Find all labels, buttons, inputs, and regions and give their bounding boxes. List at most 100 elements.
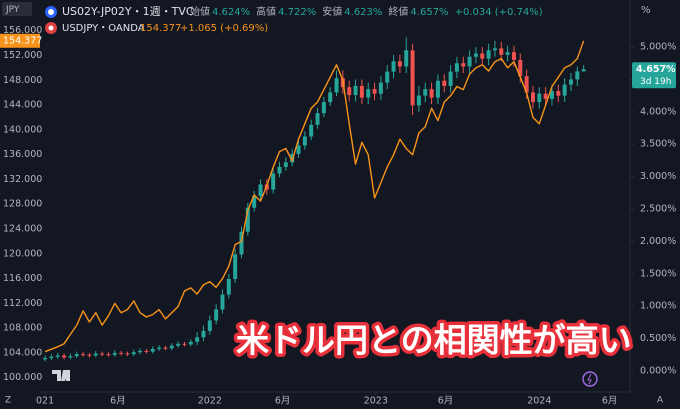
- candle-body: [188, 341, 193, 345]
- candle-body: [385, 71, 390, 83]
- candle-body: [442, 80, 447, 86]
- zoom-button[interactable]: Z: [5, 396, 11, 406]
- candle-body: [530, 92, 535, 103]
- change: +0.034 (+0.74%): [455, 7, 543, 18]
- candle-body: [258, 184, 263, 197]
- y2-tick-label: 2.000%: [640, 236, 676, 247]
- candle-body: [505, 52, 510, 55]
- series-name[interactable]: USDJPY・OANDA: [62, 23, 145, 34]
- y2-tick-label: 4.000%: [640, 106, 676, 117]
- x-tick-label: 6月: [275, 396, 291, 407]
- symbol-icon: [48, 25, 54, 31]
- candle-body: [543, 93, 548, 99]
- candle-body: [74, 354, 79, 357]
- candle-body: [359, 85, 364, 98]
- candle-body: [163, 347, 168, 349]
- candle-body: [226, 279, 231, 295]
- candle-body: [429, 89, 434, 98]
- candle-body: [524, 76, 529, 93]
- series-last: 154.377: [140, 23, 181, 34]
- candle-body: [568, 79, 573, 85]
- candle-body: [112, 352, 117, 355]
- candle-body: [575, 71, 580, 80]
- candle-body: [43, 358, 48, 360]
- candle-body: [549, 91, 554, 99]
- series-change: +1.065 (+0.69%): [180, 23, 268, 34]
- y-tick-label: 128.000: [3, 199, 42, 210]
- ohlc-value: 4.722%: [278, 7, 316, 18]
- ohlc-value: 4.624%: [212, 7, 250, 18]
- candle-body: [100, 353, 105, 355]
- y-tick-label: 124.000: [3, 224, 42, 235]
- y-tick-label: 156.000: [3, 25, 42, 36]
- candle-body: [245, 207, 250, 232]
- y-tick-label: 136.000: [3, 149, 42, 160]
- candle-body: [480, 53, 485, 59]
- x-tick-label: 2023: [364, 396, 388, 407]
- candle-body: [55, 355, 60, 357]
- candle-body: [131, 352, 136, 355]
- candle-body: [347, 87, 352, 95]
- candle-body: [435, 80, 440, 98]
- logo[interactable]: [52, 370, 70, 381]
- y2-tick-label: 0.000%: [640, 366, 676, 377]
- y2-tick-label: 3.000%: [640, 171, 676, 182]
- candle-body: [106, 354, 111, 356]
- candle-body: [150, 348, 155, 352]
- candle-body: [334, 78, 339, 93]
- candle-body: [277, 166, 282, 174]
- candle-body: [454, 63, 459, 72]
- candle-body: [486, 50, 491, 59]
- candle-body: [68, 356, 73, 358]
- candle-body: [461, 63, 466, 67]
- x-tick-label: 2022: [198, 396, 222, 407]
- candle-body: [410, 50, 415, 106]
- unit-box[interactable]: [2, 2, 32, 16]
- candle-body: [537, 93, 542, 103]
- y2-tick-label: 3.500%: [640, 139, 676, 150]
- x-tick-label: 6月: [438, 396, 454, 407]
- candle-body: [366, 89, 371, 98]
- plot-area: [36, 30, 634, 395]
- y-unit[interactable]: JPY: [5, 5, 20, 15]
- candle-body: [328, 92, 333, 103]
- candle-body: [581, 69, 586, 72]
- last-price-box: [0, 33, 40, 48]
- candle-body: [176, 343, 181, 346]
- y2-tick-label: 5.000%: [640, 42, 676, 53]
- candle-body: [518, 60, 523, 77]
- candle-body: [309, 124, 314, 137]
- candle-body: [138, 350, 143, 353]
- candle-body: [353, 85, 358, 95]
- candle-body: [252, 196, 257, 208]
- y2-unit[interactable]: %: [641, 5, 651, 16]
- candle-body: [283, 162, 288, 167]
- candle-body: [302, 136, 307, 146]
- candle-body: [93, 353, 98, 356]
- settings-icon[interactable]: [582, 371, 598, 387]
- candle-body: [499, 48, 504, 55]
- candle-body: [423, 89, 428, 96]
- auto-button[interactable]: A: [657, 396, 664, 406]
- y-tick-label: 100.000: [3, 372, 42, 383]
- candle-body: [144, 350, 149, 352]
- ohlc-label: 終値: [388, 5, 408, 18]
- candle-body: [233, 254, 238, 280]
- y-tick-label: 140.000: [3, 124, 42, 135]
- y-tick-label: 116.000: [3, 273, 42, 284]
- candle-body: [87, 354, 92, 356]
- ohlc-label: 高値: [256, 5, 276, 18]
- candle-body: [125, 353, 130, 355]
- symbol-title[interactable]: US02Y-JP02Y・1週・TVC: [62, 5, 194, 18]
- candle-body: [391, 61, 396, 72]
- candle-body: [315, 113, 320, 125]
- candle-body: [290, 153, 295, 163]
- settings-icon[interactable]: [587, 373, 592, 385]
- candle-body: [119, 352, 124, 354]
- ohlc-label: 安値: [322, 5, 342, 18]
- candle-body: [378, 82, 383, 94]
- ohlc-value: 4.657%: [410, 7, 448, 18]
- candle-body: [49, 356, 54, 359]
- last-price-box: [632, 62, 676, 89]
